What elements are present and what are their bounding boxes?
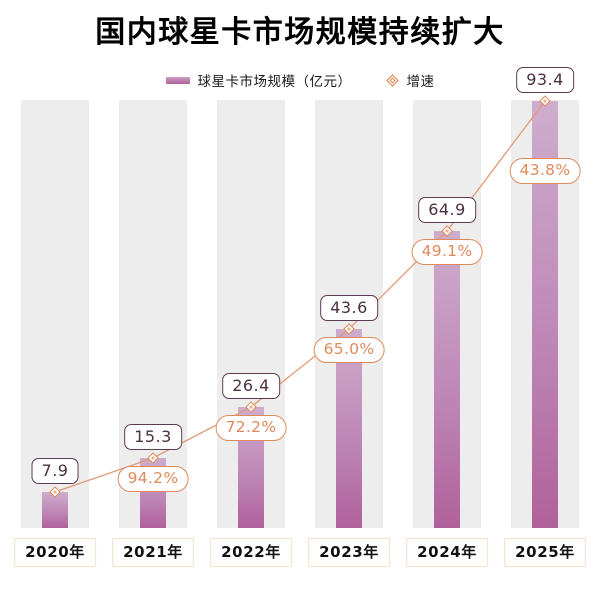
value-label-2025: 93.4 — [516, 67, 574, 93]
value-label-2021: 15.3 — [124, 424, 182, 450]
x-axis: 2020年 2021年 2022年 2023年 2024年 2025年 — [0, 538, 600, 572]
growth-label-2023: 65.0% — [313, 337, 385, 363]
x-tick-2022: 2022年 — [210, 538, 292, 567]
growth-label-2025: 43.8% — [509, 158, 581, 184]
bar-swatch-icon — [165, 76, 190, 84]
x-tick-2021: 2021年 — [112, 538, 194, 567]
page-title: 国内球星卡市场规模持续扩大 — [95, 15, 505, 50]
value-label-2020: 7.9 — [31, 458, 79, 484]
value-label-2024: 64.9 — [418, 197, 476, 223]
column-track — [21, 100, 89, 528]
value-label-2023: 43.6 — [320, 295, 378, 321]
plot-area: 7.9 15.3 26.4 43.6 64.9 93.4 94.2% 72.2%… — [0, 67, 600, 528]
chart-legend: 球星卡市场规模（亿元） 增速 — [0, 70, 600, 90]
legend-item-growth-rate[interactable]: 增速 — [385, 70, 435, 90]
diamond-marker-icon — [385, 73, 399, 87]
value-label-2022: 26.4 — [222, 373, 280, 399]
legend-item-market-size[interactable]: 球星卡市场规模（亿元） — [165, 70, 352, 90]
legend-label-market-size: 球星卡市场规模（亿元） — [197, 74, 352, 90]
x-tick-2024: 2024年 — [406, 538, 488, 567]
x-tick-2025: 2025年 — [504, 538, 586, 567]
growth-label-2024: 49.1% — [411, 239, 483, 265]
legend-label-growth-rate: 增速 — [406, 74, 435, 90]
growth-label-2021: 94.2% — [117, 466, 189, 492]
bar-2024[interactable] — [434, 231, 460, 528]
x-tick-2020: 2020年 — [14, 538, 96, 567]
growth-label-2022: 72.2% — [215, 415, 287, 441]
x-tick-2023: 2023年 — [308, 538, 390, 567]
bar-2020[interactable] — [42, 492, 68, 528]
growth-marker-core — [53, 99, 547, 494]
